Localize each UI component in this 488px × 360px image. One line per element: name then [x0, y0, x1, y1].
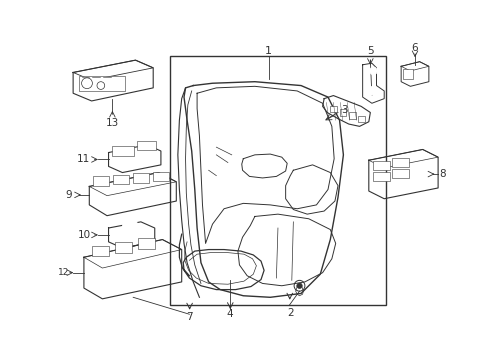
Bar: [372, 172, 389, 181]
Bar: [391, 158, 408, 167]
Bar: [115, 242, 131, 253]
Text: 11: 11: [77, 154, 90, 165]
Circle shape: [296, 283, 302, 288]
Bar: [93, 176, 108, 186]
Text: 9: 9: [65, 190, 72, 200]
Bar: [113, 175, 128, 184]
Text: 12: 12: [58, 268, 69, 277]
Bar: [91, 246, 108, 256]
Text: 3: 3: [341, 105, 347, 115]
Text: 8: 8: [438, 169, 445, 179]
Circle shape: [125, 221, 135, 230]
Bar: [153, 172, 168, 181]
Text: 4: 4: [226, 309, 233, 319]
Text: 7: 7: [186, 311, 192, 321]
Text: 13: 13: [105, 117, 119, 127]
Bar: [403, 69, 413, 80]
Bar: [79, 76, 125, 91]
Circle shape: [365, 86, 374, 95]
Bar: [112, 145, 134, 156]
Text: 1: 1: [264, 46, 272, 56]
Bar: [372, 161, 389, 170]
Bar: [137, 141, 156, 150]
Bar: [133, 173, 148, 183]
Text: 6: 6: [411, 43, 417, 53]
Bar: [329, 106, 337, 112]
Circle shape: [122, 218, 138, 233]
Bar: [339, 109, 346, 116]
Text: 2: 2: [286, 308, 293, 318]
Bar: [391, 169, 408, 178]
Bar: [357, 116, 364, 122]
Bar: [169, 56, 386, 305]
Text: 5: 5: [366, 46, 373, 56]
Circle shape: [369, 67, 377, 75]
Bar: [348, 112, 355, 119]
Bar: [138, 238, 154, 249]
Text: 10: 10: [77, 230, 90, 240]
Circle shape: [89, 275, 100, 286]
